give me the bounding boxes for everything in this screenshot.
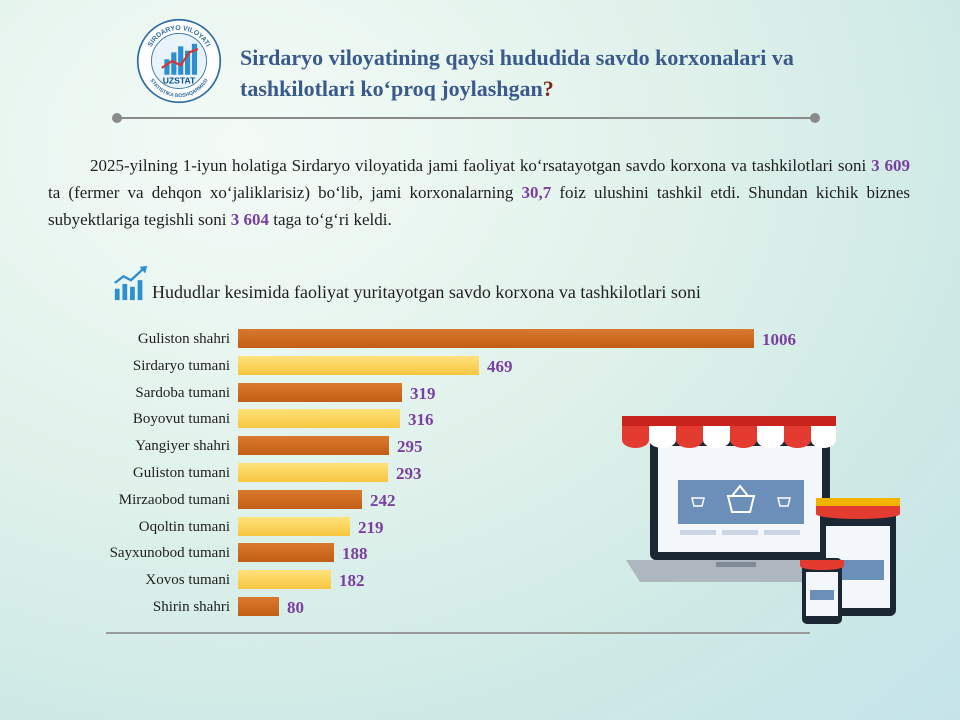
bar-label: Xovos tumani (145, 572, 230, 588)
bar (238, 436, 389, 455)
bar (238, 490, 362, 509)
bar-label: Yangiyer shahri (135, 438, 230, 454)
chart-baseline-divider (106, 632, 810, 634)
bar-value-label: 295 (397, 437, 423, 456)
bar (238, 597, 279, 616)
para-text-1: 2025-yilning 1-iyun holatiga Sirdaryo vi… (90, 156, 872, 175)
para-value-share: 30,7 (521, 183, 552, 202)
online-shop-illustration (622, 416, 900, 624)
page-title-text: Sirdaryo viloyatining qaysi hududida sav… (240, 45, 794, 101)
bar-value-label: 293 (396, 464, 422, 483)
para-value-total: 3 609 (871, 156, 911, 175)
bar-label: Sayxunobod tumani (109, 545, 230, 561)
bar-value-label: 219 (358, 518, 384, 537)
bar-value-label: 188 (342, 544, 368, 563)
bar-label: Mirzaobod tumani (118, 492, 230, 508)
bar (238, 409, 400, 428)
header-divider (112, 113, 820, 123)
uzstat-logo: SIRDARYO VILOYATI STATISTIKA BOSHQARMASI… (136, 18, 222, 104)
divider-dot-left (112, 113, 122, 123)
page-title: Sirdaryo viloyatining qaysi hududida sav… (240, 42, 840, 104)
bar-label: Sardoba tumani (135, 385, 230, 401)
bar (238, 517, 350, 536)
page-title-mark: ? (542, 76, 554, 101)
bar-label: Boyovut tumani (132, 411, 230, 427)
bar (238, 383, 402, 402)
bar-value-label: 182 (339, 571, 365, 590)
bar (238, 463, 388, 482)
para-text-4: taga to‘g‘ri keldi. (268, 210, 392, 229)
bar-value-label: 80 (287, 598, 304, 617)
bar-label: Sirdaryo tumani (132, 358, 230, 374)
para-text-2: ta (fermer va dehqon xo‘jaliklarisiz) bo… (48, 183, 522, 202)
bar-value-label: 469 (487, 357, 513, 376)
bar-value-label: 1006 (762, 330, 796, 349)
bar (238, 543, 334, 562)
bar (238, 329, 754, 348)
summary-paragraph: 2025-yilning 1-iyun holatiga Sirdaryo vi… (48, 152, 910, 233)
bar (238, 570, 331, 589)
para-text-3: foiz ulushini tashkil etdi. Shundan kich… (48, 183, 910, 229)
chart-title: Hududlar kesimida faoliyat yuritayotgan … (152, 282, 701, 302)
divider-dot-right (810, 113, 820, 123)
bar-value-label: 319 (410, 384, 436, 403)
bar (238, 356, 479, 375)
bar-value-label: 242 (370, 491, 396, 510)
logo-brand: UZSTAT (163, 75, 196, 85)
bar-label: Guliston shahri (137, 331, 230, 347)
para-value-small-business: 3 604 (230, 210, 269, 229)
bar-label: Guliston tumani (132, 465, 230, 481)
bar-value-label: 316 (408, 410, 434, 429)
bar-label: Oqoltin tumani (138, 519, 230, 535)
growth-chart-icon (114, 265, 148, 301)
bar-label: Shirin shahri (152, 599, 230, 615)
